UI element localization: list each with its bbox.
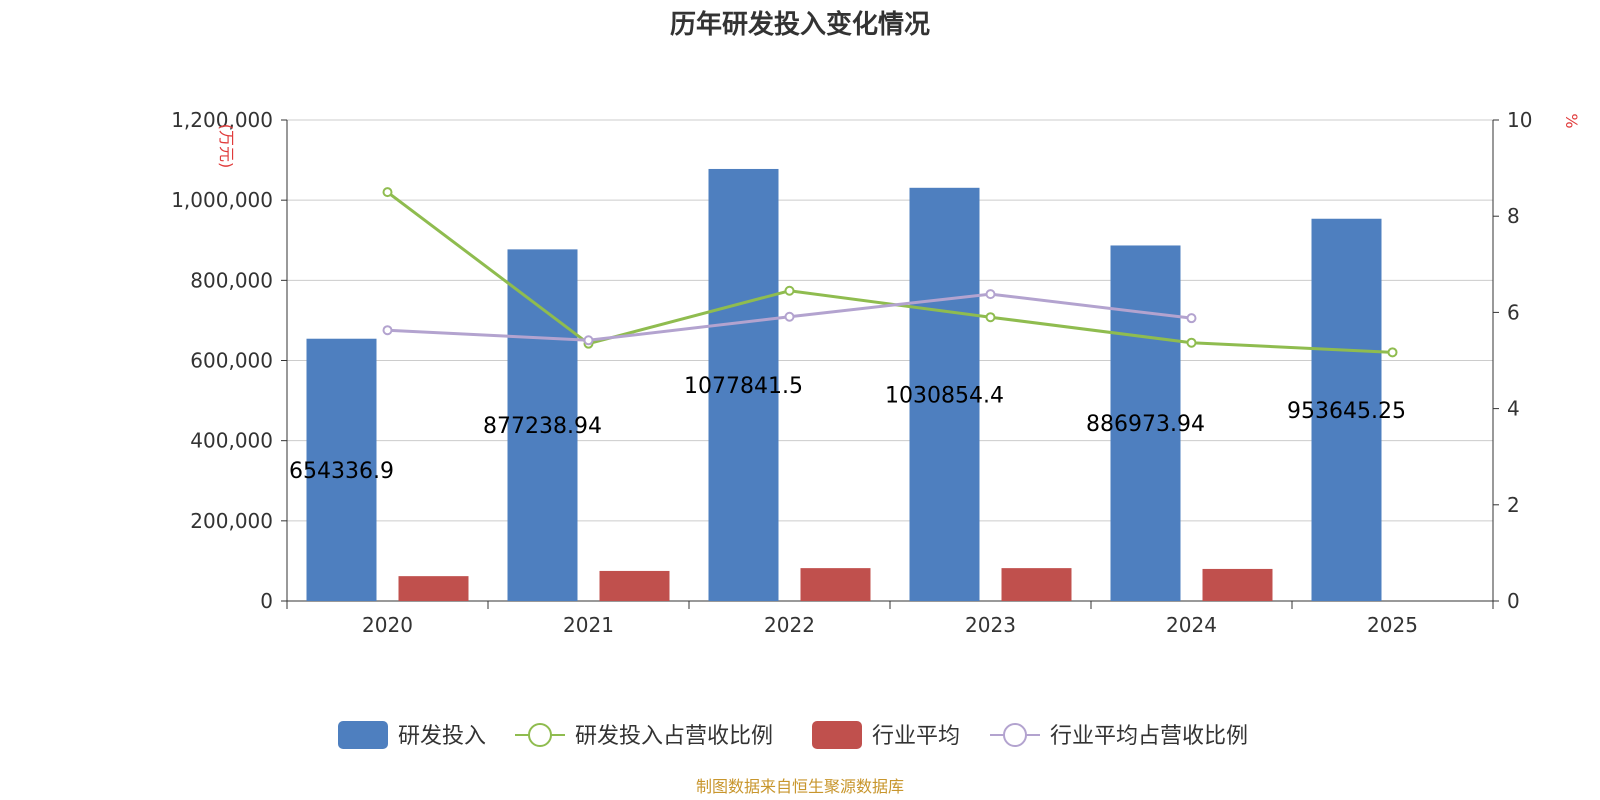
- bar-industry-average: [599, 570, 670, 601]
- left-tick-label: 600,000: [190, 349, 273, 373]
- grid-lines: [287, 119, 1493, 522]
- line-point: [382, 325, 393, 336]
- line-point: [985, 289, 996, 300]
- bar-rd-investment: [1110, 245, 1181, 601]
- line-point: [784, 311, 795, 322]
- left-tick-label: 200,000: [190, 509, 273, 533]
- left-tick-label: 0: [260, 589, 273, 613]
- lines: [382, 187, 1398, 358]
- source-note: 制图数据来自恒生聚源数据库: [696, 777, 904, 796]
- line-point: [1186, 337, 1197, 348]
- bars: [306, 168, 1382, 601]
- legend-label: 研发投入占营收比例: [575, 724, 773, 749]
- bar-rd-investment: [708, 168, 779, 601]
- x-tick-label: 2025: [1367, 613, 1418, 637]
- x-tick-label: 2024: [1166, 613, 1217, 637]
- left-tick-label: 800,000: [190, 268, 273, 292]
- x-tick-label: 2022: [764, 613, 815, 637]
- legend-label: 行业平均占营收比例: [1050, 724, 1248, 749]
- left-tick-label: 400,000: [190, 429, 273, 453]
- right-tick-label: 4: [1507, 397, 1520, 421]
- bar-value-label: 1030854.4: [885, 383, 1004, 408]
- bar-rd-investment: [306, 338, 377, 601]
- right-tick-label: 6: [1507, 300, 1520, 324]
- bar-industry-average: [800, 568, 871, 601]
- right-tick-label: 2: [1507, 493, 1520, 517]
- legend-label: 研发投入: [398, 724, 486, 749]
- line-point: [1387, 347, 1398, 358]
- bar-value-label: 654336.9: [289, 459, 394, 484]
- x-tick-label: 2020: [362, 613, 413, 637]
- bar-value-label: 886973.94: [1086, 412, 1205, 437]
- line-point: [382, 187, 393, 198]
- x-tick-label: 2021: [563, 613, 614, 637]
- legend: 研发投入 研发投入占营收比例 行业平均 行业平均占营收比例: [338, 721, 1248, 749]
- left-axis-unit: (万元): [217, 124, 236, 169]
- data-labels: 654336.9 877238.94 1077841.5 1030854.4 88697…: [289, 374, 1406, 484]
- line-point: [985, 312, 996, 323]
- bar-industry-average: [1001, 568, 1072, 601]
- chart-title: 历年研发投入变化情况: [670, 9, 930, 40]
- line-point: [784, 285, 795, 296]
- legend-swatch-bar: [338, 721, 388, 749]
- line-point: [583, 335, 594, 346]
- legend-swatch-bar: [812, 721, 862, 749]
- bar-value-label: 953645.25: [1287, 399, 1406, 424]
- line-point: [1186, 313, 1197, 324]
- bar-industry-average: [398, 576, 469, 601]
- right-axis-unit: %: [1562, 113, 1581, 128]
- bar-industry-average: [1202, 568, 1273, 601]
- right-tick-label: 0: [1507, 589, 1520, 613]
- axes: 0 200,000 400,000 600,000 800,000 1,000,000 1,…: [171, 108, 1532, 637]
- legend-swatch-marker: [528, 723, 552, 747]
- right-tick-label: 8: [1507, 204, 1520, 228]
- bar-rd-investment: [909, 187, 980, 601]
- bar-rd-investment: [1311, 218, 1382, 601]
- x-tick-label: 2023: [965, 613, 1016, 637]
- legend-swatch-marker: [1003, 723, 1027, 747]
- left-tick-label: 1,000,000: [171, 188, 273, 212]
- right-tick-label: 10: [1507, 108, 1532, 132]
- bar-value-label: 877238.94: [483, 414, 602, 439]
- left-tick-label: 1,200,000: [171, 108, 273, 132]
- bar-value-label: 1077841.5: [684, 374, 803, 399]
- legend-label: 行业平均: [872, 724, 960, 749]
